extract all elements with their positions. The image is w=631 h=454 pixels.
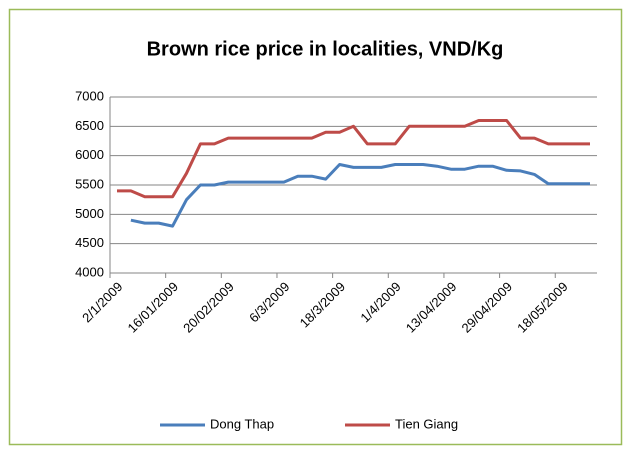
y-tick-label: 6500	[75, 118, 104, 133]
y-tick-label: 7000	[75, 88, 104, 103]
series-line	[130, 163, 590, 228]
series-line	[117, 119, 590, 199]
legend-label: Tien Giang	[395, 416, 458, 431]
legend-label: Dong Thap	[210, 416, 274, 431]
y-tick-label: 4000	[75, 264, 104, 279]
chart-border	[8, 8, 623, 446]
chart-title: Brown rice price in localities, VND/Kg	[147, 38, 504, 60]
y-tick-label: 5500	[75, 176, 104, 191]
y-tick-label: 6000	[75, 147, 104, 162]
y-tick-label: 5000	[75, 206, 104, 221]
y-tick-label: 4500	[75, 235, 104, 250]
